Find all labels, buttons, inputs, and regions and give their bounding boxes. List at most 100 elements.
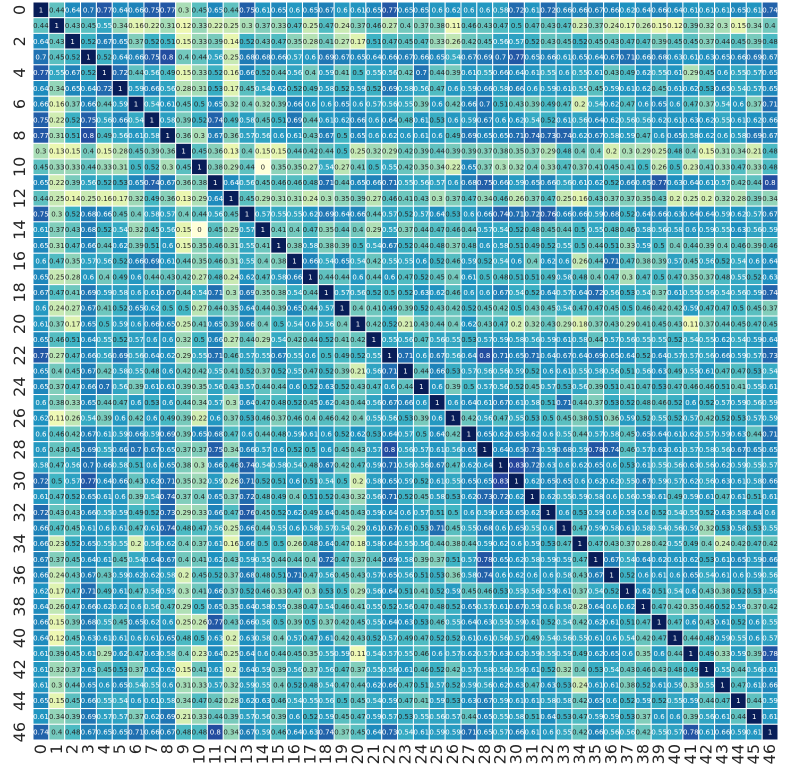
heatmap-cell-34-5	[111, 535, 129, 553]
heatmap-cell-0-38	[634, 1, 652, 19]
heatmap-cell-14-6	[127, 221, 145, 239]
heatmap-cell-33-1	[48, 519, 66, 537]
heatmap-cell-23-38	[634, 362, 652, 380]
heatmap-cell-18-31	[523, 284, 541, 301]
x-tick-label-38: 38	[633, 744, 652, 764]
heatmap-cell-37-15	[270, 582, 288, 600]
heatmap-cell-36-28	[476, 566, 494, 584]
heatmap-cell-24-7	[143, 378, 161, 396]
heatmap-cell-44-9	[175, 692, 193, 710]
heatmap-cell-28-4	[95, 441, 113, 458]
heatmap-cell-43-39	[650, 676, 668, 694]
heatmap-cell-0-23	[397, 1, 414, 19]
heatmap-cell-0-10	[191, 1, 208, 19]
heatmap-cell-41-14	[254, 645, 272, 662]
heatmap-cell-44-37	[618, 692, 636, 710]
heatmap-cell-44-41	[682, 692, 700, 710]
heatmap-cell-44-5	[111, 692, 129, 710]
heatmap-cell-36-42	[698, 566, 716, 584]
heatmap-cell-44-40	[666, 692, 684, 710]
heatmap-cell-39-4	[95, 613, 113, 631]
heatmap-cell-27-25	[428, 425, 446, 443]
heatmap-cell-26-36	[603, 409, 620, 427]
heatmap-cell-11-18	[317, 174, 335, 191]
heatmap-cell-27-35	[587, 425, 605, 443]
heatmap-cell-9-17	[301, 142, 319, 160]
heatmap-cell-46-34	[571, 723, 589, 741]
heatmap-cell-43-7	[143, 676, 161, 694]
y-tick-label-12: 12	[10, 188, 29, 208]
x-tick-label-42: 42	[697, 744, 716, 764]
x-tick-label-21: 21	[364, 744, 383, 764]
heatmap-cell-40-34	[571, 629, 589, 647]
heatmap-cell-11-12	[222, 174, 240, 191]
heatmap-cell-2-2	[64, 32, 82, 50]
heatmap-cell-32-20	[349, 503, 367, 521]
heatmap-cell-36-41	[682, 566, 700, 584]
heatmap-cell-24-34	[571, 378, 589, 396]
heatmap-cell-39-22	[381, 613, 399, 631]
heatmap-cell-4-7	[143, 64, 161, 82]
heatmap-cell-32-29	[492, 503, 510, 521]
heatmap-cell-38-9	[175, 598, 193, 615]
x-tick-label-20: 20	[348, 744, 367, 764]
heatmap-cell-44-2	[64, 692, 82, 710]
heatmap-cell-46-7	[143, 723, 161, 741]
heatmap-cell-40-45	[745, 629, 763, 647]
heatmap-cell-17-39	[650, 268, 668, 286]
heatmap-cell-37-37	[618, 582, 636, 600]
heatmap-cell-45-20	[349, 708, 367, 725]
heatmap-cell-40-44	[729, 629, 747, 647]
heatmap-cell-10-19	[333, 158, 351, 176]
heatmap-cell-7-38	[634, 111, 652, 129]
heatmap-cell-19-35	[587, 299, 605, 317]
heatmap-cell-32-13	[238, 503, 256, 521]
heatmap-cell-29-3	[80, 456, 97, 474]
heatmap-cell-32-38	[634, 503, 652, 521]
heatmap-cell-32-42	[698, 503, 716, 521]
heatmap-cell-40-33	[555, 629, 573, 647]
heatmap-cell-15-39	[650, 237, 668, 254]
heatmap-cell-2-22	[381, 32, 399, 50]
heatmap-cell-40-37	[618, 629, 636, 647]
heatmap-cell-21-13	[238, 331, 256, 348]
heatmap-cell-37-11	[206, 582, 224, 600]
heatmap-cell-21-29	[492, 331, 510, 348]
heatmap-cell-24-32	[539, 378, 557, 396]
x-tick-label-33: 33	[554, 744, 573, 764]
heatmap-cell-43-18	[317, 676, 335, 694]
heatmap-cell-25-20	[349, 394, 367, 411]
heatmap-cell-43-45	[745, 676, 763, 694]
heatmap-cell-28-38	[634, 441, 652, 458]
heatmap-cell-4-1	[48, 64, 66, 82]
heatmap-cell-29-37	[618, 456, 636, 474]
heatmap-cell-12-19	[333, 189, 351, 207]
heatmap-cell-36-6	[127, 566, 145, 584]
heatmap-cell-30-12	[222, 472, 240, 490]
heatmap-cell-22-39	[650, 346, 668, 364]
heatmap-cell-16-18	[317, 252, 335, 270]
heatmap-cell-40-46	[761, 629, 779, 647]
heatmap-cell-31-25	[428, 488, 446, 505]
heatmap-cell-35-12	[222, 551, 240, 568]
heatmap-cell-6-39	[650, 95, 668, 113]
heatmap-cell-43-4	[95, 676, 113, 694]
heatmap-cell-27-9	[175, 425, 193, 443]
heatmap-cell-5-29	[492, 80, 510, 97]
heatmap-cell-29-45	[745, 456, 763, 474]
heatmap-cell-4-21	[365, 64, 383, 82]
heatmap-cell-45-11	[206, 708, 224, 725]
heatmap-cell-10-24	[412, 158, 430, 176]
heatmap-cell-14-37	[618, 221, 636, 239]
heatmap-cell-28-14	[254, 441, 272, 458]
heatmap-cell-39-30	[508, 613, 525, 631]
heatmap-cell-15-35	[587, 237, 605, 254]
heatmap-cell-26-1	[48, 409, 66, 427]
heatmap-cell-11-42	[698, 174, 716, 191]
heatmap-cell-28-45	[745, 441, 763, 458]
heatmap-cell-31-4	[95, 488, 113, 505]
heatmap-cell-33-26	[444, 519, 462, 537]
heatmap-cell-44-30	[508, 692, 525, 710]
heatmap-cell-19-33	[555, 299, 573, 317]
heatmap-cell-26-31	[523, 409, 541, 427]
